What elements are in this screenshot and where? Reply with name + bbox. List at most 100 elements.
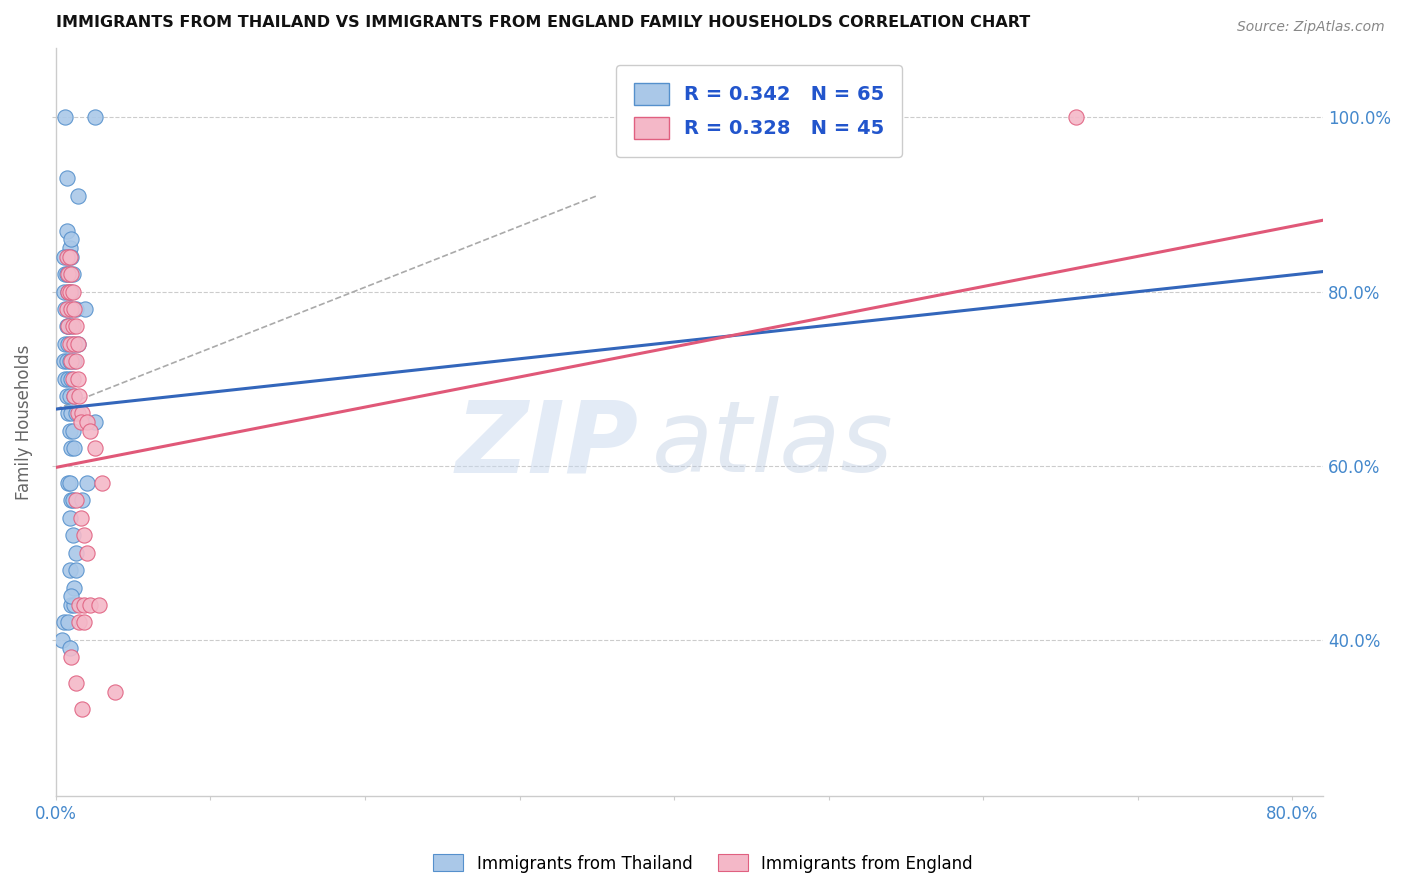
Point — [65, 354, 87, 368]
Point — [70, 406, 93, 420]
Point — [70, 493, 93, 508]
Point — [63, 336, 86, 351]
Point — [58, 250, 80, 264]
Point — [60, 371, 83, 385]
Point — [53, 301, 76, 316]
Point — [60, 354, 83, 368]
Point — [59, 389, 82, 403]
Point — [55, 171, 77, 186]
Point — [60, 493, 83, 508]
Point — [62, 371, 84, 385]
Point — [66, 406, 89, 420]
Point — [59, 250, 82, 264]
Point — [73, 615, 96, 630]
Point — [63, 598, 86, 612]
Point — [58, 319, 80, 334]
Point — [53, 111, 76, 125]
Point — [53, 336, 76, 351]
Point — [66, 371, 89, 385]
Point — [55, 319, 77, 334]
Point — [63, 354, 86, 368]
Point — [58, 319, 80, 334]
Point — [62, 267, 84, 281]
Point — [91, 476, 114, 491]
Point — [58, 285, 80, 299]
Point — [65, 319, 87, 334]
Point — [83, 442, 105, 456]
Point — [59, 354, 82, 368]
Point — [75, 301, 97, 316]
Point — [58, 371, 80, 385]
Point — [58, 267, 80, 281]
Point — [58, 615, 80, 630]
Point — [60, 442, 83, 456]
Y-axis label: Family Households: Family Households — [15, 344, 32, 500]
Point — [53, 371, 76, 385]
Point — [58, 476, 80, 491]
Point — [62, 493, 84, 508]
Point — [67, 389, 90, 403]
Point — [79, 598, 101, 612]
Text: Source: ZipAtlas.com: Source: ZipAtlas.com — [1237, 20, 1385, 34]
Point — [63, 301, 86, 316]
Point — [55, 250, 77, 264]
Point — [60, 319, 83, 334]
Point — [59, 336, 82, 351]
Point — [83, 111, 105, 125]
Point — [65, 406, 87, 420]
Point — [59, 511, 82, 525]
Point — [55, 354, 77, 368]
Point — [70, 702, 93, 716]
Point — [66, 336, 89, 351]
Point — [51, 632, 73, 647]
Point — [62, 424, 84, 438]
Point — [59, 285, 82, 299]
Point — [60, 285, 83, 299]
Point — [62, 336, 84, 351]
Point — [52, 615, 75, 630]
Point — [76, 476, 98, 491]
Point — [66, 336, 89, 351]
Point — [60, 267, 83, 281]
Point — [63, 581, 86, 595]
Point — [65, 493, 87, 508]
Point — [1064, 111, 1087, 125]
Point — [55, 301, 77, 316]
Point — [67, 615, 90, 630]
Point — [52, 354, 75, 368]
Point — [69, 415, 91, 429]
Point — [76, 415, 98, 429]
Point — [60, 650, 83, 665]
Point — [67, 598, 90, 612]
Point — [59, 267, 82, 281]
Point — [83, 415, 105, 429]
Point — [76, 546, 98, 560]
Point — [65, 301, 87, 316]
Point — [69, 511, 91, 525]
Point — [55, 224, 77, 238]
Point — [66, 189, 89, 203]
Point — [53, 267, 76, 281]
Point — [59, 563, 82, 577]
Point — [59, 424, 82, 438]
Point — [65, 676, 87, 690]
Point — [58, 285, 80, 299]
Point — [55, 389, 77, 403]
Point — [63, 389, 86, 403]
Text: ZIP: ZIP — [456, 396, 638, 493]
Point — [60, 589, 83, 603]
Point — [79, 424, 101, 438]
Point — [89, 598, 111, 612]
Point — [52, 285, 75, 299]
Point — [58, 406, 80, 420]
Point — [104, 685, 127, 699]
Legend: R = 0.342   N = 65, R = 0.328   N = 45: R = 0.342 N = 65, R = 0.328 N = 45 — [616, 65, 903, 157]
Point — [59, 301, 82, 316]
Legend: Immigrants from Thailand, Immigrants from England: Immigrants from Thailand, Immigrants fro… — [427, 847, 979, 880]
Point — [60, 406, 83, 420]
Point — [58, 336, 80, 351]
Point — [65, 546, 87, 560]
Point — [60, 232, 83, 246]
Point — [60, 250, 83, 264]
Point — [59, 476, 82, 491]
